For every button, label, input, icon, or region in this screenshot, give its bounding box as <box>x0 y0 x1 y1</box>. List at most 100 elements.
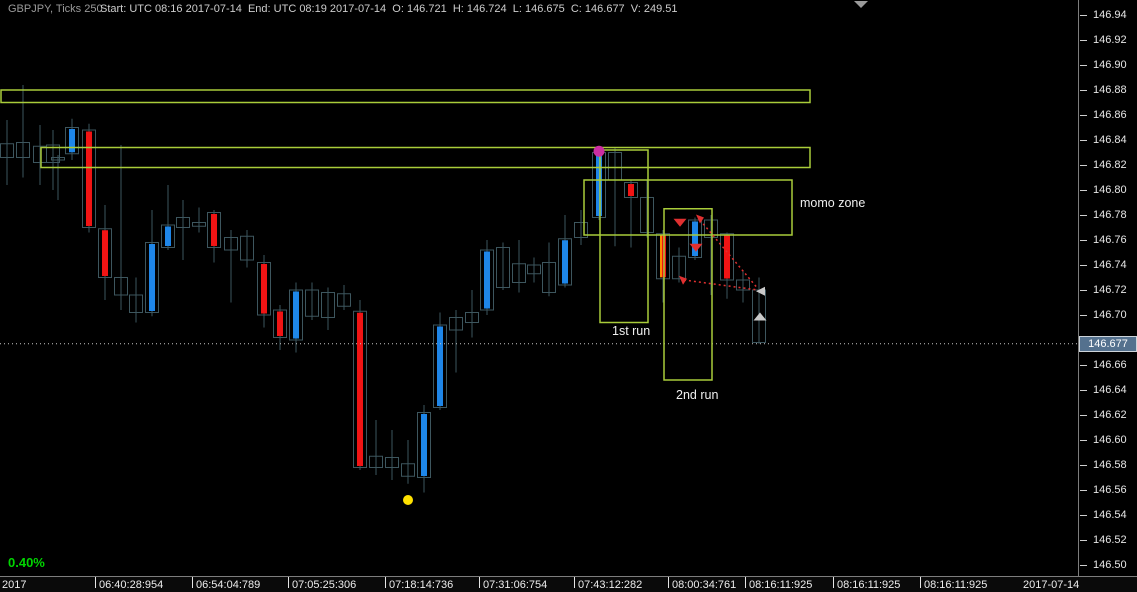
candle-body <box>369 455 383 468</box>
candle-body <box>65 127 79 155</box>
trend-line-momo-breakdown-line-shallow <box>683 279 759 291</box>
price-axis-label: 146.50 <box>1093 559 1127 571</box>
candle-accent-stripe <box>660 235 662 278</box>
price-axis-tick <box>1080 465 1087 466</box>
price-axis-label: 146.66 <box>1093 359 1127 371</box>
candle-body <box>385 457 399 468</box>
candle-momentum-bar <box>102 230 108 276</box>
zone-rect-resistance-band-lower <box>40 146 811 169</box>
candle-body <box>289 289 303 341</box>
candle-body <box>353 310 367 468</box>
candle-momentum-bar <box>86 131 92 226</box>
candle-momentum-bar <box>277 311 283 336</box>
candle-body <box>240 235 254 261</box>
candle-body <box>257 262 271 316</box>
candle-momentum-bar <box>421 414 427 476</box>
price-axis-tick <box>1080 365 1087 366</box>
candle-body <box>273 309 287 338</box>
candle-body <box>337 293 351 307</box>
line-end-arrow <box>756 286 765 296</box>
candle-body <box>640 197 654 233</box>
time-axis-tick <box>385 577 386 588</box>
zone-label-momo-zone: momo zone <box>800 196 866 210</box>
zone-label-second-run: 2nd run <box>676 388 719 402</box>
line-start-arrow-2 <box>679 275 687 285</box>
time-axis-tick <box>920 577 921 588</box>
price-axis-tick <box>1080 65 1087 66</box>
price-axis-tick <box>1080 440 1087 441</box>
candle-momentum-bar <box>165 226 171 246</box>
time-axis-label: 06:40:28:954 <box>99 579 164 591</box>
price-axis-tick <box>1080 165 1087 166</box>
current-price-badge: 146.677 <box>1079 335 1137 352</box>
price-axis-tick <box>1080 515 1087 516</box>
candle-momentum-bar <box>596 154 602 216</box>
candle-body <box>98 228 112 278</box>
candle-body <box>161 224 175 248</box>
price-axis-label: 146.52 <box>1093 534 1127 546</box>
candle-momentum-bar <box>437 326 443 406</box>
price-axis-label: 146.64 <box>1093 384 1127 396</box>
candle-body <box>720 233 734 281</box>
time-axis-tick <box>479 577 480 588</box>
price-axis-label: 146.62 <box>1093 409 1127 421</box>
candle-body <box>433 324 447 408</box>
candle-body <box>82 129 96 228</box>
line-start-arrow-1 <box>696 214 704 224</box>
time-axis-tick <box>574 577 575 588</box>
time-axis-label: 08:16:11:925 <box>924 579 988 591</box>
time-axis-tick <box>745 577 746 588</box>
time-axis-label: 08:00:34:761 <box>672 579 737 591</box>
candle-momentum-bar <box>293 291 299 339</box>
candle-momentum-bar <box>692 221 698 256</box>
price-axis-label: 146.56 <box>1093 484 1127 496</box>
price-axis-label: 146.90 <box>1093 59 1127 71</box>
price-axis-label: 146.76 <box>1093 234 1127 246</box>
price-axis-tick <box>1080 490 1087 491</box>
time-axis-year-label: 2017 <box>2 579 27 591</box>
candle-body <box>305 289 319 317</box>
candle-momentum-bar <box>562 240 568 284</box>
price-axis-tick <box>1080 540 1087 541</box>
time-axis-label: 07:31:06:754 <box>483 579 548 591</box>
price-axis[interactable]: 146.94 146.92 146.90 146.88 146.86 146.84 146.… <box>1078 0 1137 576</box>
candle-momentum-bar <box>261 264 267 314</box>
candle-body <box>480 249 494 311</box>
session-ohlcv-label: Start: UTC 08:16 2017-07-14 End: UTC 08:… <box>100 3 678 15</box>
zone-rect-second-run <box>663 208 713 381</box>
time-axis-tick <box>288 577 289 588</box>
price-axis-label: 146.82 <box>1093 159 1127 171</box>
candle-momentum-bar <box>149 244 155 311</box>
chart-shift-marker <box>854 1 868 8</box>
candle-body <box>176 217 190 228</box>
zone-rect-resistance-band-upper <box>0 89 811 104</box>
candle-body <box>688 219 702 258</box>
price-axis-label: 146.86 <box>1093 109 1127 121</box>
candle-body <box>672 255 686 280</box>
candle-body <box>558 238 572 286</box>
price-axis-label: 146.72 <box>1093 284 1127 296</box>
sell-signal-triangle-2 <box>689 243 703 252</box>
candle-body <box>114 277 128 296</box>
price-axis-label: 146.80 <box>1093 184 1127 196</box>
swing-low-dot <box>403 495 413 505</box>
candle-momentum-bar <box>484 251 490 309</box>
price-axis-tick <box>1080 565 1087 566</box>
time-axis[interactable]: 2017 06:40:28:954 06:54:04:789 07:05:25:306… <box>0 576 1137 592</box>
candle-body <box>449 317 463 331</box>
candle-body <box>16 142 30 158</box>
candle-momentum-bar <box>69 129 75 153</box>
price-axis-label: 146.84 <box>1093 134 1127 146</box>
chart-header: GBPJPY, Ticks 250 Start: UTC 08:16 2017-… <box>0 0 1078 16</box>
time-axis-label: 08:16:11:925 <box>837 579 901 591</box>
symbol-timeframe-label: GBPJPY, Ticks 250 <box>8 3 103 15</box>
price-axis-tick <box>1080 215 1087 216</box>
price-axis-tick <box>1080 115 1087 116</box>
price-axis-label: 146.54 <box>1093 509 1127 521</box>
sell-signal-triangle-1 <box>673 218 687 227</box>
price-axis-tick <box>1080 140 1087 141</box>
candle-body <box>129 294 143 313</box>
candle-body <box>401 463 415 477</box>
